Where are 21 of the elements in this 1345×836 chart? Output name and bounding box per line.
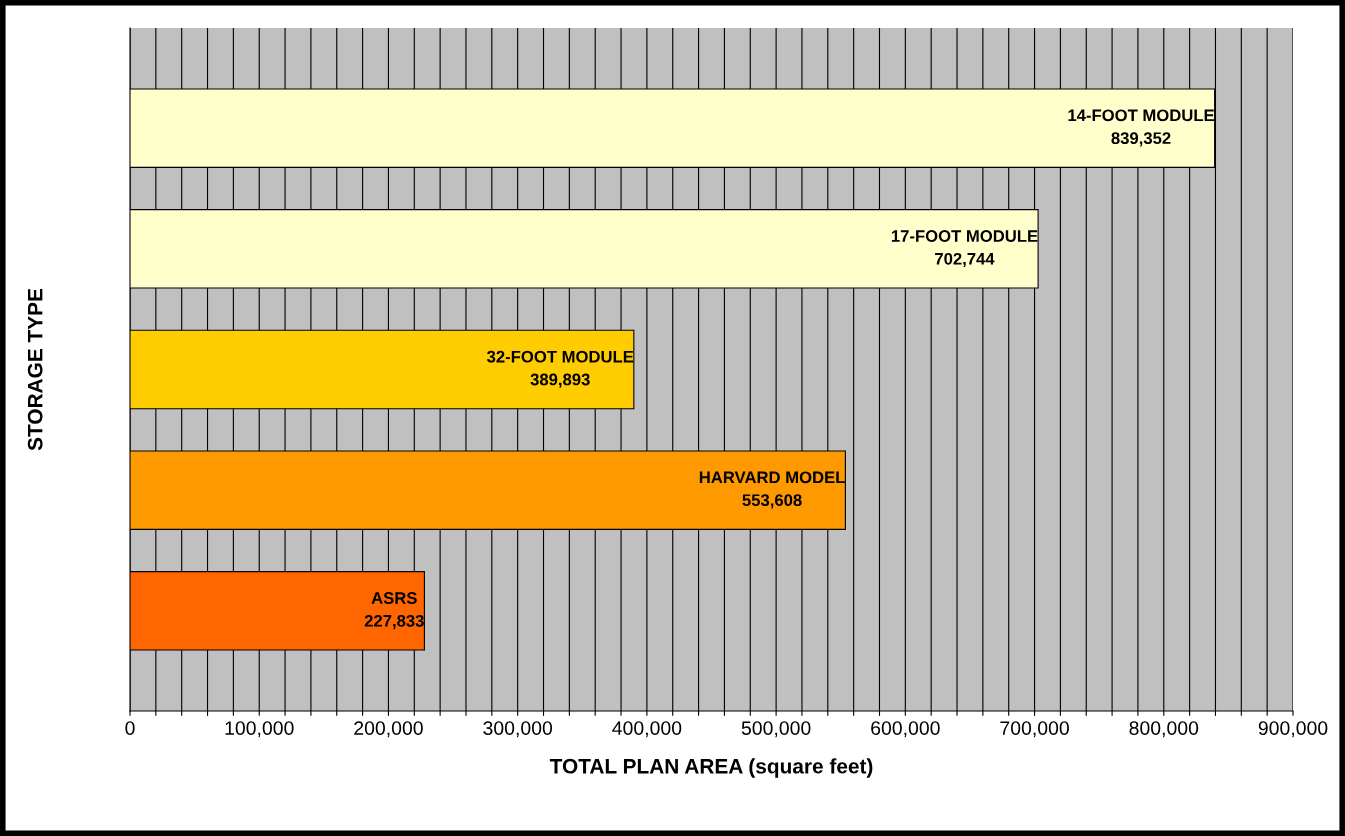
x-tick-label: 400,000: [612, 721, 682, 738]
data-label: 227,833: [364, 614, 424, 630]
x-axis-title: TOTAL PLAN AREA (square feet): [549, 758, 873, 778]
y-tick-label: 17-FOOT MODULE: [891, 230, 1038, 242]
x-tick-label: 0: [125, 721, 135, 735]
x-tick-label: 300,000: [483, 721, 553, 738]
x-tick-label: 700,000: [1000, 721, 1069, 738]
data-label: 839,352: [1111, 132, 1171, 147]
x-tick-label: 800,000: [1129, 721, 1199, 738]
x-tick-label: 100,000: [225, 721, 294, 738]
data-label: 389,893: [530, 373, 590, 388]
data-label: 553,608: [742, 494, 802, 509]
y-axis-title: STORAGE TYPE: [27, 288, 43, 451]
x-tick-label: 500,000: [741, 721, 811, 738]
data-label: 702,744: [935, 252, 995, 268]
x-tick-label: 200,000: [354, 721, 423, 738]
x-tick-label: 600,000: [871, 721, 940, 738]
y-tick-label: HARVARD MODEL: [699, 471, 845, 484]
y-tick-label: ASRS: [371, 592, 417, 604]
x-tick-label: 900,000: [1258, 721, 1328, 738]
y-tick-label: 14-FOOT MODULE: [1068, 109, 1214, 122]
